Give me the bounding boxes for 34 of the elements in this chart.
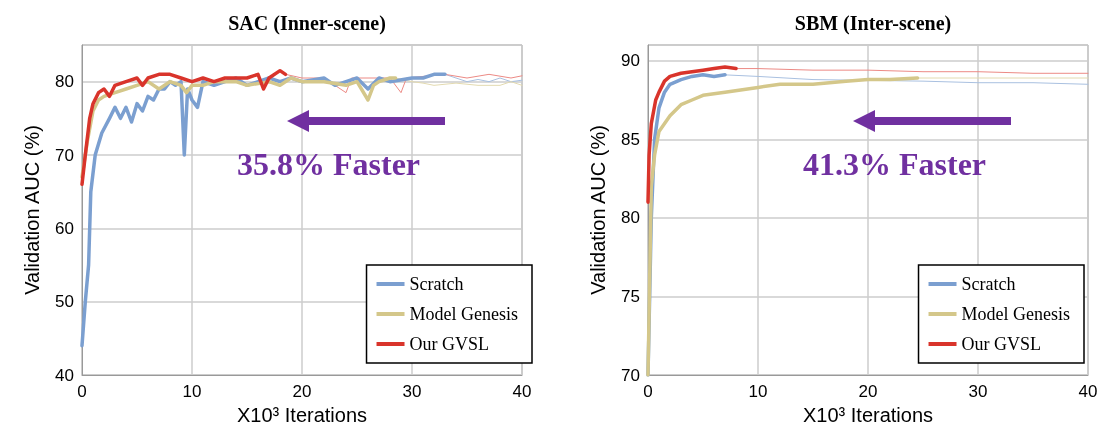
chart-title: SAC (Inner-scene) (228, 12, 386, 35)
y-tick-label: 60 (55, 218, 74, 238)
y-tick-label: 50 (55, 292, 74, 312)
y-tick-label: 80 (55, 72, 74, 92)
x-tick-label: 0 (643, 382, 653, 401)
annotation: 41.3% Faster (803, 146, 987, 182)
x-tick-label: 0 (77, 382, 87, 401)
x-tick-label: 10 (182, 382, 202, 401)
legend-label: Model Genesis (409, 304, 518, 324)
x-tick-label: 30 (968, 382, 988, 401)
x-tick-label: 10 (748, 382, 768, 401)
y-axis-title: Validation AUC (%) (587, 125, 609, 295)
x-tick-label: 40 (1078, 382, 1098, 401)
x-tick-label: 40 (512, 382, 532, 401)
x-axis-title: X10³ Iterations (802, 404, 934, 426)
annotation: 35.8% Faster (237, 146, 421, 182)
y-tick-label: 70 (621, 365, 640, 385)
legend-label: Model Genesis (961, 304, 1070, 324)
x-tick-label: 20 (292, 382, 312, 401)
y-axis-title: Validation AUC (%) (21, 125, 43, 295)
y-tick-label: 70 (55, 145, 74, 165)
chart-title: SBM (Inter-scene) (794, 12, 952, 35)
y-tick-label: 80 (621, 208, 640, 228)
legend-label: Scratch (409, 274, 464, 294)
y-tick-label: 85 (621, 129, 640, 149)
legend-label: Our GVSL (409, 334, 490, 354)
y-tick-label: 90 (621, 51, 640, 71)
legend-label: Our GVSL (961, 334, 1042, 354)
y-tick-label: 75 (621, 286, 640, 306)
x-tick-label: 20 (858, 382, 878, 401)
y-tick-label: 40 (55, 365, 74, 385)
x-axis-title: X10³ Iterations (236, 404, 368, 426)
x-tick-label: 30 (402, 382, 422, 401)
legend-label: Scratch (961, 274, 1016, 294)
